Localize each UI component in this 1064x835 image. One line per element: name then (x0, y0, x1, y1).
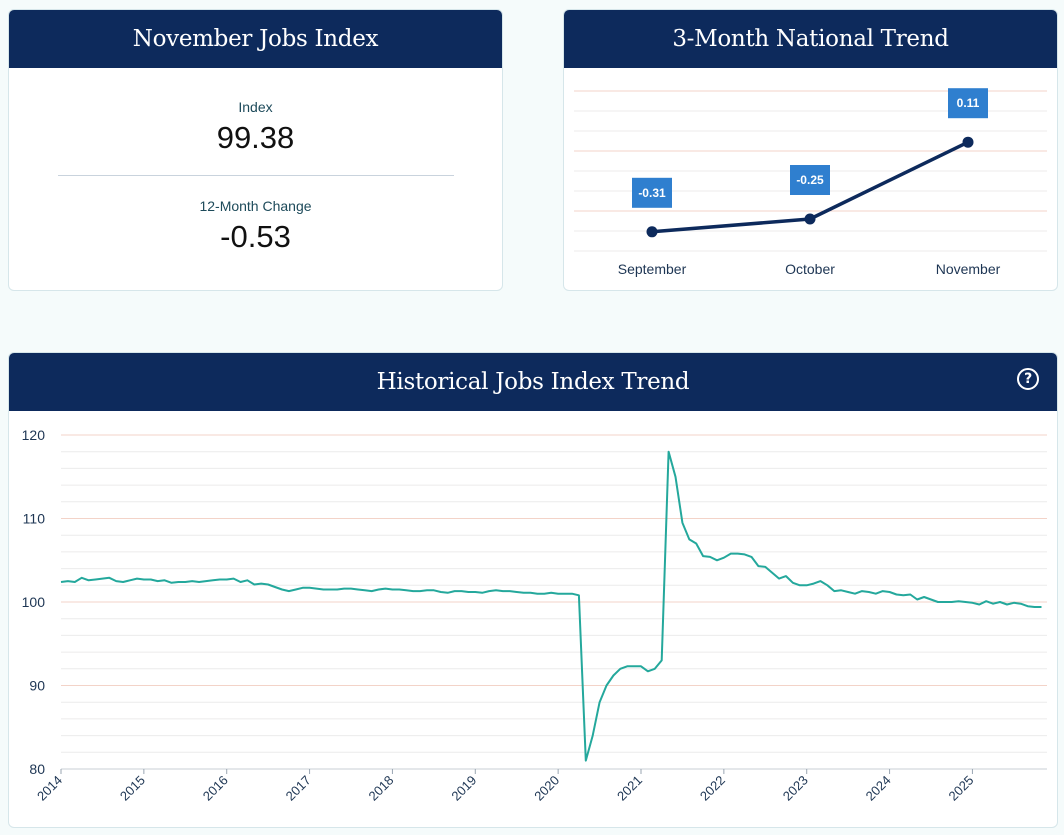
hist-x-tick-label: 2014 (34, 773, 65, 804)
hist-series-line (60, 450, 1042, 762)
index-label: Index (238, 99, 273, 115)
historical-trend-card-title: Historical Jobs Index Trend (376, 369, 690, 395)
hist-y-tick-label: 90 (29, 678, 45, 694)
jobs-index-card: November Jobs Index Index 99.38 12-Month… (8, 9, 503, 291)
hist-x-tick-label: 2024 (863, 773, 894, 804)
hist-x-tick-label: 2021 (614, 773, 645, 804)
stat-divider (58, 175, 454, 176)
national-trend-card-header: 3-Month National Trend (564, 10, 1057, 68)
hist-x-tick-label: 2022 (697, 773, 728, 804)
trend-data-label: -0.31 (638, 186, 666, 200)
hist-x-tick-label: 2017 (283, 773, 314, 804)
national-trend-card: 3-Month National Trend -0.31 September -0.… (563, 9, 1058, 291)
trend-data-label-box (790, 165, 830, 195)
trend-x-tick-label: October (785, 261, 835, 277)
hist-y-tick-label: 110 (23, 511, 46, 527)
hist-x-tick-label: 2019 (448, 773, 479, 804)
trend-data-label-box (632, 177, 672, 208)
change-label: 12-Month Change (199, 198, 312, 214)
trend-x-tick-label: September (618, 261, 687, 277)
trend-data-label-box (948, 88, 988, 119)
change-value: -0.53 (220, 219, 291, 254)
national-trend-card-title: 3-Month National Trend (672, 26, 949, 52)
hist-y-tick-label: 100 (22, 594, 46, 610)
hist-x-tick-label: 2015 (117, 773, 148, 804)
trend-x-tick-label: November (936, 261, 1001, 277)
trend-point (646, 226, 658, 238)
hist-x-tick-label: 2018 (365, 773, 396, 804)
historical-trend-card-header: Historical Jobs Index Trend ? (9, 353, 1057, 411)
hist-x-tick-label: 2025 (945, 773, 976, 804)
historical-trend-card: Historical Jobs Index Trend ? 80 90 100 110… (8, 352, 1058, 828)
hist-x-tick-label: 2023 (780, 773, 811, 804)
hist-y-tick-label: 80 (29, 761, 45, 777)
trend-data-label: -0.25 (796, 173, 824, 187)
trend-chart: -0.31 September -0.25 October 0.11 November (574, 88, 1047, 277)
historical-chart: 80 90 100 110 120 2014 2015 2016 2017 2018 2019 202… (22, 427, 1047, 804)
trend-point (804, 213, 816, 225)
jobs-index-card-header: November Jobs Index (9, 10, 502, 68)
jobs-index-card-title: November Jobs Index (132, 26, 379, 52)
hist-y-tick-label: 120 (22, 427, 46, 443)
trend-point (962, 136, 974, 148)
hist-x-tick-label: 2016 (200, 773, 231, 804)
index-value: 99.38 (216, 120, 295, 155)
trend-data-label: 0.11 (957, 96, 980, 110)
help-icon[interactable]: ? (1017, 368, 1039, 390)
hist-x-tick-label: 2020 (531, 773, 562, 804)
